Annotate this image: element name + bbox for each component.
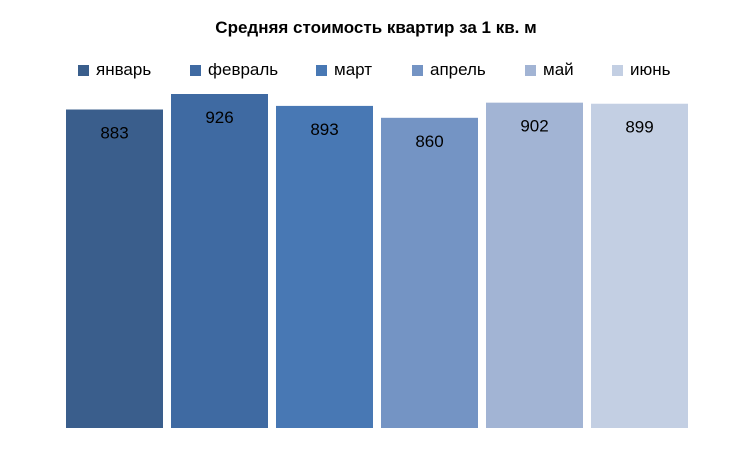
chart-legend: январь февраль март апрель май июнь [0,60,752,82]
chart-title: Средняя стоимость квартир за 1 кв. м [215,18,537,37]
legend-label-3: апрель [430,60,486,79]
legend-swatch-4 [525,64,536,76]
bar-value-label-1: 926 [205,108,233,127]
legend-swatch-5 [612,64,623,76]
legend-label-2: март [334,60,373,79]
legend-label-1: февраль [208,60,279,79]
bar-value-label-4: 902 [520,117,548,136]
legend-swatch-1 [190,64,201,76]
bar-3 [381,117,478,429]
legend-swatch-0 [78,64,89,76]
bar-5 [591,103,688,429]
legend-item-3: апрель [412,60,486,80]
bar-1 [171,94,268,428]
bar-0 [66,109,163,429]
bar-2 [276,105,373,429]
legend-swatch-3 [412,64,423,76]
legend-label-4: май [543,60,574,79]
legend-label-0: январь [96,60,152,79]
legend-item-5: июнь [612,60,671,80]
bar-4 [486,102,583,428]
legend-item-4: май [525,60,574,80]
legend-item-2: март [316,60,372,80]
legend-label-5: июнь [630,60,671,79]
bar-value-label-2: 893 [310,120,338,139]
legend-item-1: февраль [190,60,278,80]
legend-swatch-2 [316,64,327,76]
legend-item-0: январь [78,60,151,80]
bar-value-label-5: 899 [625,118,653,137]
bar-value-label-0: 883 [100,124,128,143]
bar-value-label-3: 860 [415,132,443,151]
